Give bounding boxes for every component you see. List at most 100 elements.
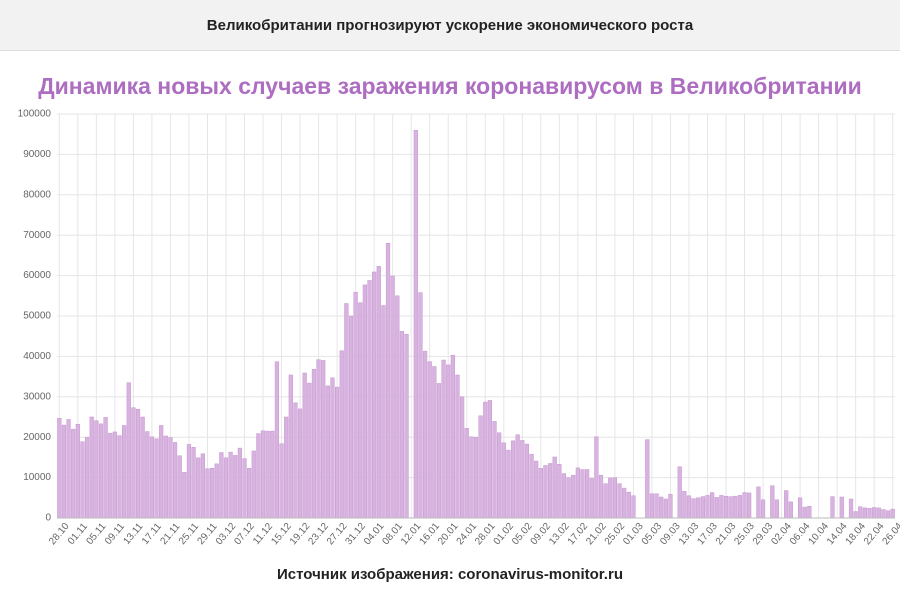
bar xyxy=(61,424,67,519)
bar xyxy=(737,495,743,519)
bar xyxy=(784,490,789,519)
bar xyxy=(274,361,280,519)
bar xyxy=(487,400,492,519)
bar xyxy=(251,450,256,519)
bar xyxy=(617,483,622,519)
bar xyxy=(316,359,321,519)
bar xyxy=(686,495,692,519)
y-tick-label: 90000 xyxy=(23,149,51,160)
bar xyxy=(552,456,557,519)
bar xyxy=(571,474,576,519)
bar xyxy=(594,436,599,519)
bar xyxy=(177,455,182,519)
bar xyxy=(214,463,219,519)
bar xyxy=(66,419,71,519)
bar xyxy=(247,468,252,519)
bar xyxy=(566,477,571,519)
y-tick-label: 50000 xyxy=(23,311,51,322)
bar xyxy=(631,495,636,519)
bar xyxy=(626,491,631,519)
bar xyxy=(659,496,664,519)
bar xyxy=(89,416,94,519)
bar xyxy=(358,302,363,519)
bar xyxy=(506,449,511,519)
bar xyxy=(473,436,479,519)
bar xyxy=(663,498,668,519)
bar xyxy=(385,243,391,519)
chart-title: Динамика новых случаев заражения коронав… xyxy=(38,73,862,99)
bar xyxy=(330,377,335,519)
bar xyxy=(714,497,719,519)
bar xyxy=(534,460,539,519)
bar xyxy=(478,415,483,519)
bar xyxy=(802,506,807,519)
bar xyxy=(557,464,562,519)
bar xyxy=(122,425,127,519)
bar xyxy=(233,455,238,519)
bar xyxy=(209,468,215,519)
bar xyxy=(427,361,432,519)
bar xyxy=(728,496,733,519)
bar xyxy=(492,421,497,519)
y-tick-label: 30000 xyxy=(23,391,51,402)
bar xyxy=(733,495,738,519)
bar xyxy=(543,465,548,519)
bar xyxy=(205,468,210,519)
bar xyxy=(529,453,534,519)
bar xyxy=(524,443,530,519)
bar xyxy=(256,433,261,519)
bar xyxy=(760,499,766,519)
bar xyxy=(432,366,437,519)
bar xyxy=(112,431,117,519)
bar xyxy=(297,408,303,519)
bar xyxy=(75,424,80,519)
bar xyxy=(200,453,205,519)
bar xyxy=(501,442,506,519)
bar xyxy=(580,469,585,519)
bar xyxy=(149,436,155,519)
bar xyxy=(853,511,858,519)
bar xyxy=(520,440,525,519)
bar xyxy=(723,495,729,519)
article-title: Великобритании прогнозируют ускорение эк… xyxy=(0,0,900,51)
bar xyxy=(135,409,141,519)
bar xyxy=(719,495,724,519)
bar xyxy=(57,417,62,519)
bar xyxy=(682,491,687,519)
bar xyxy=(436,383,442,519)
bar xyxy=(362,284,367,519)
bar xyxy=(145,431,150,519)
bar xyxy=(339,350,344,519)
bar xyxy=(807,506,812,519)
bar xyxy=(797,497,803,519)
bar xyxy=(325,385,330,519)
bar xyxy=(353,291,358,519)
bar xyxy=(497,432,502,519)
bar xyxy=(858,506,863,519)
bar xyxy=(742,492,747,519)
bar xyxy=(608,477,613,519)
bar xyxy=(483,401,488,519)
bar xyxy=(441,359,446,519)
bar xyxy=(126,382,131,519)
bar xyxy=(186,444,192,519)
bar xyxy=(154,438,159,519)
bar xyxy=(265,430,270,519)
bar xyxy=(219,452,224,519)
bar xyxy=(196,457,201,519)
bar xyxy=(348,315,354,519)
bar xyxy=(547,463,553,519)
bar xyxy=(515,434,520,519)
bar xyxy=(876,507,881,519)
bar xyxy=(191,447,196,519)
bar xyxy=(399,331,405,519)
y-tick-label: 40000 xyxy=(23,351,51,362)
y-tick-label: 20000 xyxy=(23,432,51,443)
bar xyxy=(603,483,608,519)
y-tick-label: 60000 xyxy=(23,270,51,281)
bar xyxy=(830,496,835,519)
bar xyxy=(677,466,682,519)
bar xyxy=(376,266,381,519)
bar xyxy=(691,498,696,519)
